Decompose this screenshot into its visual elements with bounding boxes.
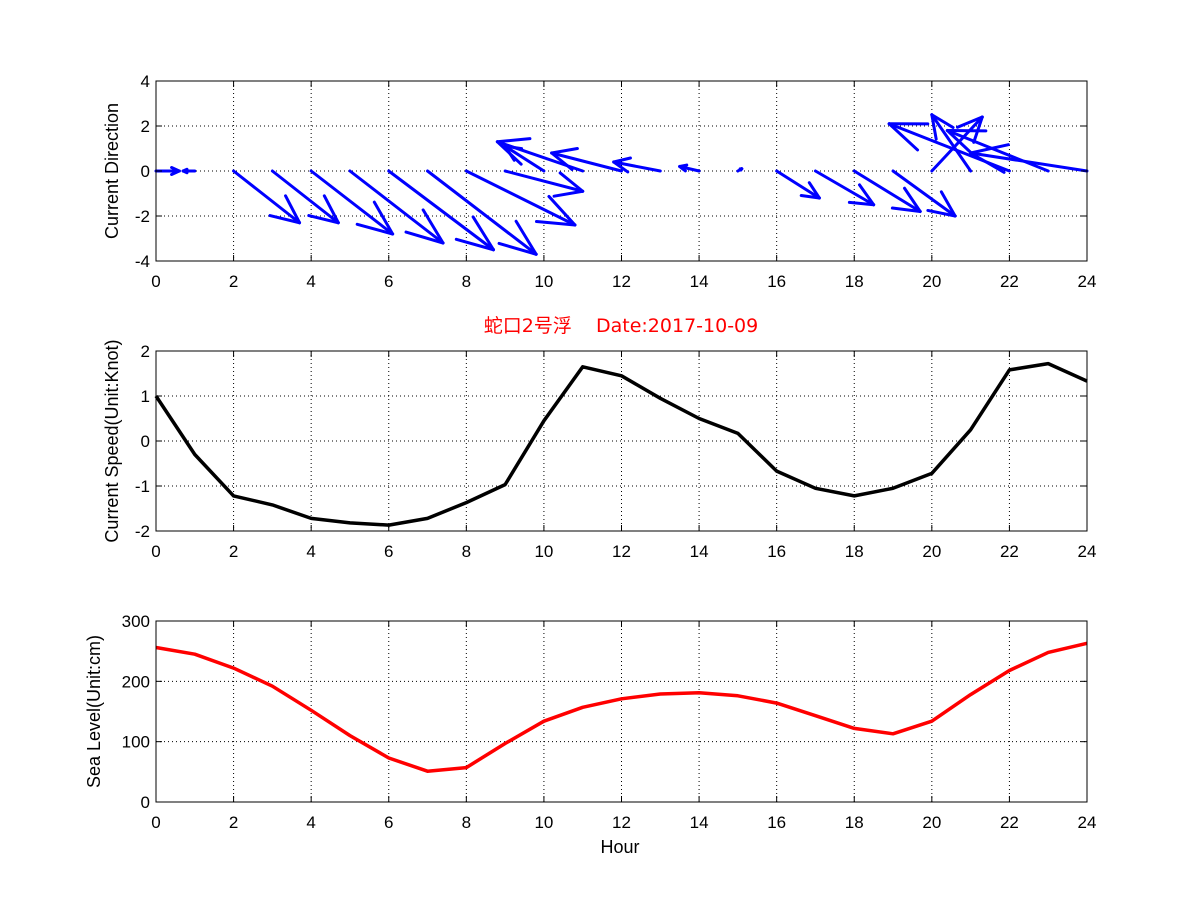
speed-line [154,361,1088,527]
x-tick-label: 10 [534,272,553,291]
x-tick-label: 4 [306,542,315,561]
y-tick-label: 200 [122,672,150,691]
y-tick-label: -1 [135,477,150,496]
direction-arrow [387,169,495,252]
x-tick-label: 16 [767,272,786,291]
x-tick-label: 4 [306,813,315,832]
sea-level-xlabel: Hour [600,837,639,857]
x-tick-label: 8 [462,542,471,561]
y-tick-label: -2 [135,522,150,541]
x-tick-label: 0 [151,813,160,832]
x-tick-label: 10 [534,813,553,832]
x-tick-label: 14 [690,542,709,561]
x-tick-label: 22 [1000,272,1019,291]
direction-arrow [852,169,922,213]
sea-level-line [155,641,1088,773]
x-tick-label: 20 [922,272,941,291]
x-tick-label: 6 [384,272,393,291]
y-tick-label: 0 [141,432,150,451]
x-tick-label: 8 [462,272,471,291]
x-tick-label: 14 [690,272,709,291]
y-tick-label: 4 [141,72,150,91]
direction-arrow [678,163,701,173]
x-tick-label: 4 [306,272,315,291]
x-tick-label: 6 [384,542,393,561]
direction-arrow [426,169,538,256]
direction-arrow [270,169,340,225]
x-tick-label: 16 [767,542,786,561]
x-tick-label: 16 [767,813,786,832]
series-line [154,361,1088,527]
x-tick-label: 12 [612,272,631,291]
x-tick-label: 24 [1078,272,1097,291]
direction-arrows [154,113,1089,256]
y-tick-label: -2 [135,207,150,226]
x-tick-label: 18 [845,542,864,561]
x-tick-label: 12 [612,813,631,832]
x-tick-label: 0 [151,272,160,291]
direction-arrow [348,169,445,245]
x-tick-label: 14 [690,813,709,832]
direction-arrow [181,167,197,175]
x-tick-label: 18 [845,813,864,832]
x-tick-label: 20 [922,813,941,832]
x-tick-label: 12 [612,542,631,561]
direction-ylabel: Current Direction [102,103,122,239]
direction-arrow [309,169,395,236]
x-tick-label: 2 [229,813,238,832]
y-tick-label: 2 [141,117,150,136]
x-tick-label: 8 [462,813,471,832]
x-tick-label: 18 [845,272,864,291]
y-tick-label: 2 [141,342,150,361]
x-tick-label: 6 [384,813,393,832]
x-tick-label: 2 [229,542,238,561]
x-tick-label: 2 [229,272,238,291]
x-tick-label: 10 [534,542,553,561]
sea-level-ylabel: Sea Level(Unit:cm) [84,635,104,788]
x-tick-label: 24 [1078,542,1097,561]
direction-arrow [503,169,585,198]
direction-arrow [775,169,821,200]
x-tick-label: 22 [1000,813,1019,832]
direction-arrow [232,169,302,225]
direction-arrow [969,143,1089,174]
direction-arrow [891,169,957,218]
speed-panel: 蛇口2号浮 Date:2017-10-09 0 2 4 6 8 10 12 14 16 18 20 2… [102,315,1096,561]
y-tick-label: 100 [122,733,150,752]
y-tick-label: 0 [141,162,150,181]
y-tick-label: 300 [122,612,150,631]
direction-arrow [612,156,662,174]
direction-arrow [550,146,623,173]
x-tick-label: 20 [922,542,941,561]
x-tick-label: 0 [151,542,160,561]
direction-arrow [464,169,577,227]
chart-title: 蛇口2号浮 Date:2017-10-09 [484,315,758,337]
direction-arrow [813,169,876,207]
series-line [155,641,1088,773]
direction-arrow [736,167,744,173]
direction-arrow [930,113,973,173]
x-tick-label: 22 [1000,542,1019,561]
y-tick-label: 0 [141,793,150,812]
y-tick-label: 1 [141,387,150,406]
y-tick-label: -4 [135,252,150,271]
speed-ylabel: Current Speed(Unit:Knot) [102,339,122,542]
x-tick-label: 24 [1078,813,1097,832]
